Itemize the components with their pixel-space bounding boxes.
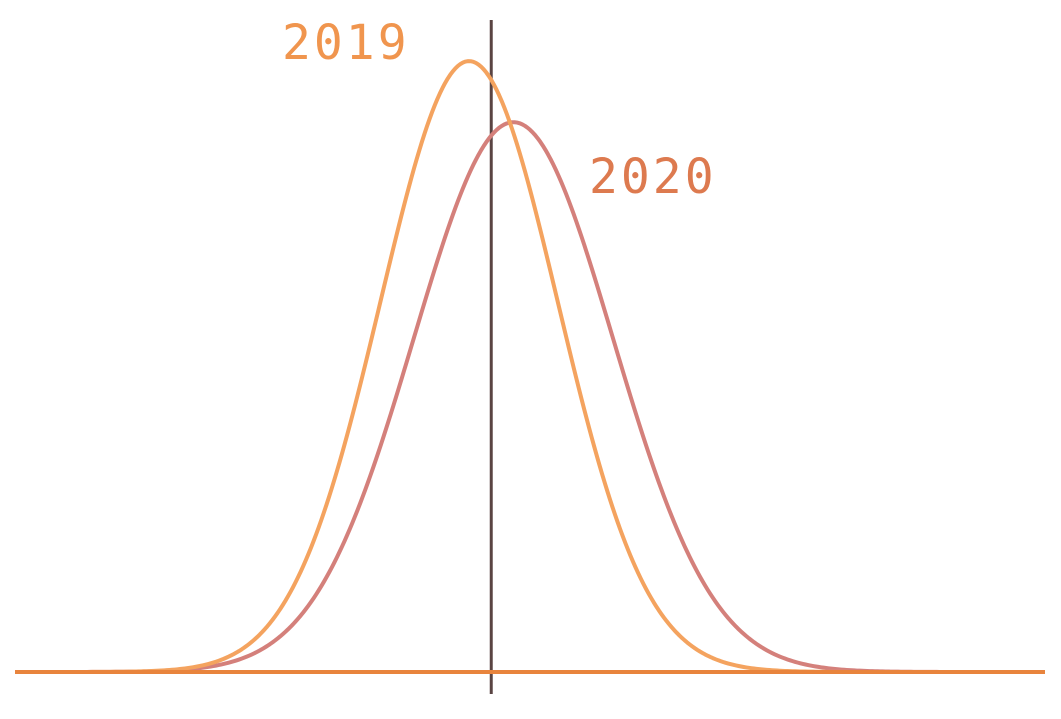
series-line-2020	[15, 120, 1045, 674]
series-label-2019: 2019	[282, 15, 410, 71]
series-lines	[15, 59, 1045, 674]
series-line-2019	[15, 59, 1045, 674]
series-label-2020: 2020	[589, 149, 717, 205]
plot-area: 2019 2020	[15, 15, 1045, 694]
